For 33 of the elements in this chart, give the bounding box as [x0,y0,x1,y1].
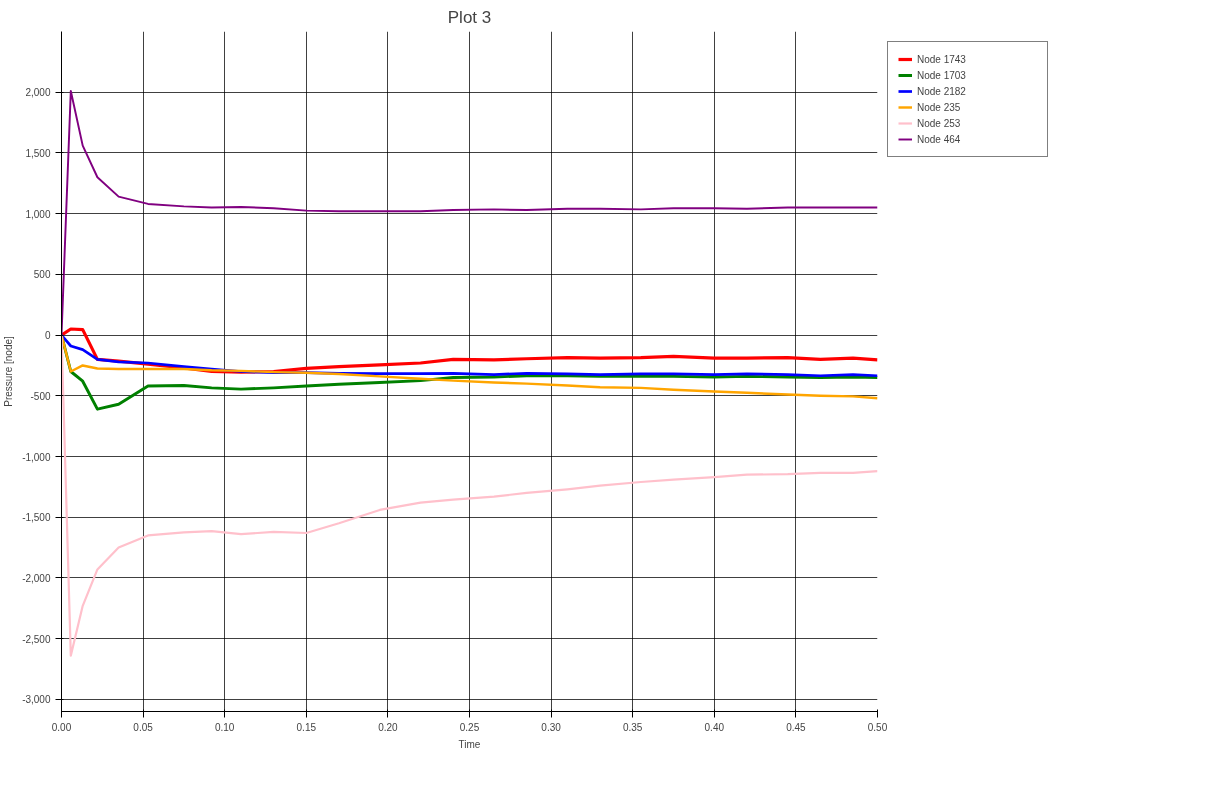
y-tick-label: 1,000 [25,208,51,220]
legend-label: Node 235 [917,100,962,114]
x-tick-label: 0.25 [459,721,480,733]
x-tick-label: 0.50 [867,721,888,733]
y-tick-label: -1,500 [22,512,51,524]
chart-title: Plot 3 [447,7,492,27]
y-tick-label: 2,000 [25,87,51,99]
y-tick-label: -1,000 [22,451,51,463]
y-tick-label: 0 [44,330,51,342]
y-tick-label: -3,000 [22,694,51,706]
y-axis-title: Pressure [node] [3,335,15,407]
x-tick-label: 0.05 [133,721,154,733]
x-tick-label: 0.20 [378,721,399,733]
x-tick-label: 0.15 [296,721,317,733]
x-tick-label: 0.10 [214,721,235,733]
legend-label: Node 2182 [917,84,967,98]
legend-label: Node 1743 [917,52,967,66]
y-tick-label: -500 [30,390,51,402]
legend-label: Node 464 [917,132,962,146]
legend-label: Node 253 [917,116,962,130]
x-tick-label: 0.00 [51,721,72,733]
line-series [61,333,878,657]
x-tick-label: 0.35 [622,721,643,733]
x-tick-label: 0.30 [541,721,562,733]
x-tick-label: 0.45 [786,721,807,733]
y-tick-label: -2,500 [22,633,51,645]
x-axis-title: Time [458,738,481,750]
y-tick-label: 500 [33,269,51,281]
y-tick-label: -2,000 [22,572,51,584]
y-tick-label: 1,500 [25,147,51,159]
legend-label: Node 1703 [917,68,967,82]
line-series [61,90,878,337]
x-tick-label: 0.40 [704,721,725,733]
